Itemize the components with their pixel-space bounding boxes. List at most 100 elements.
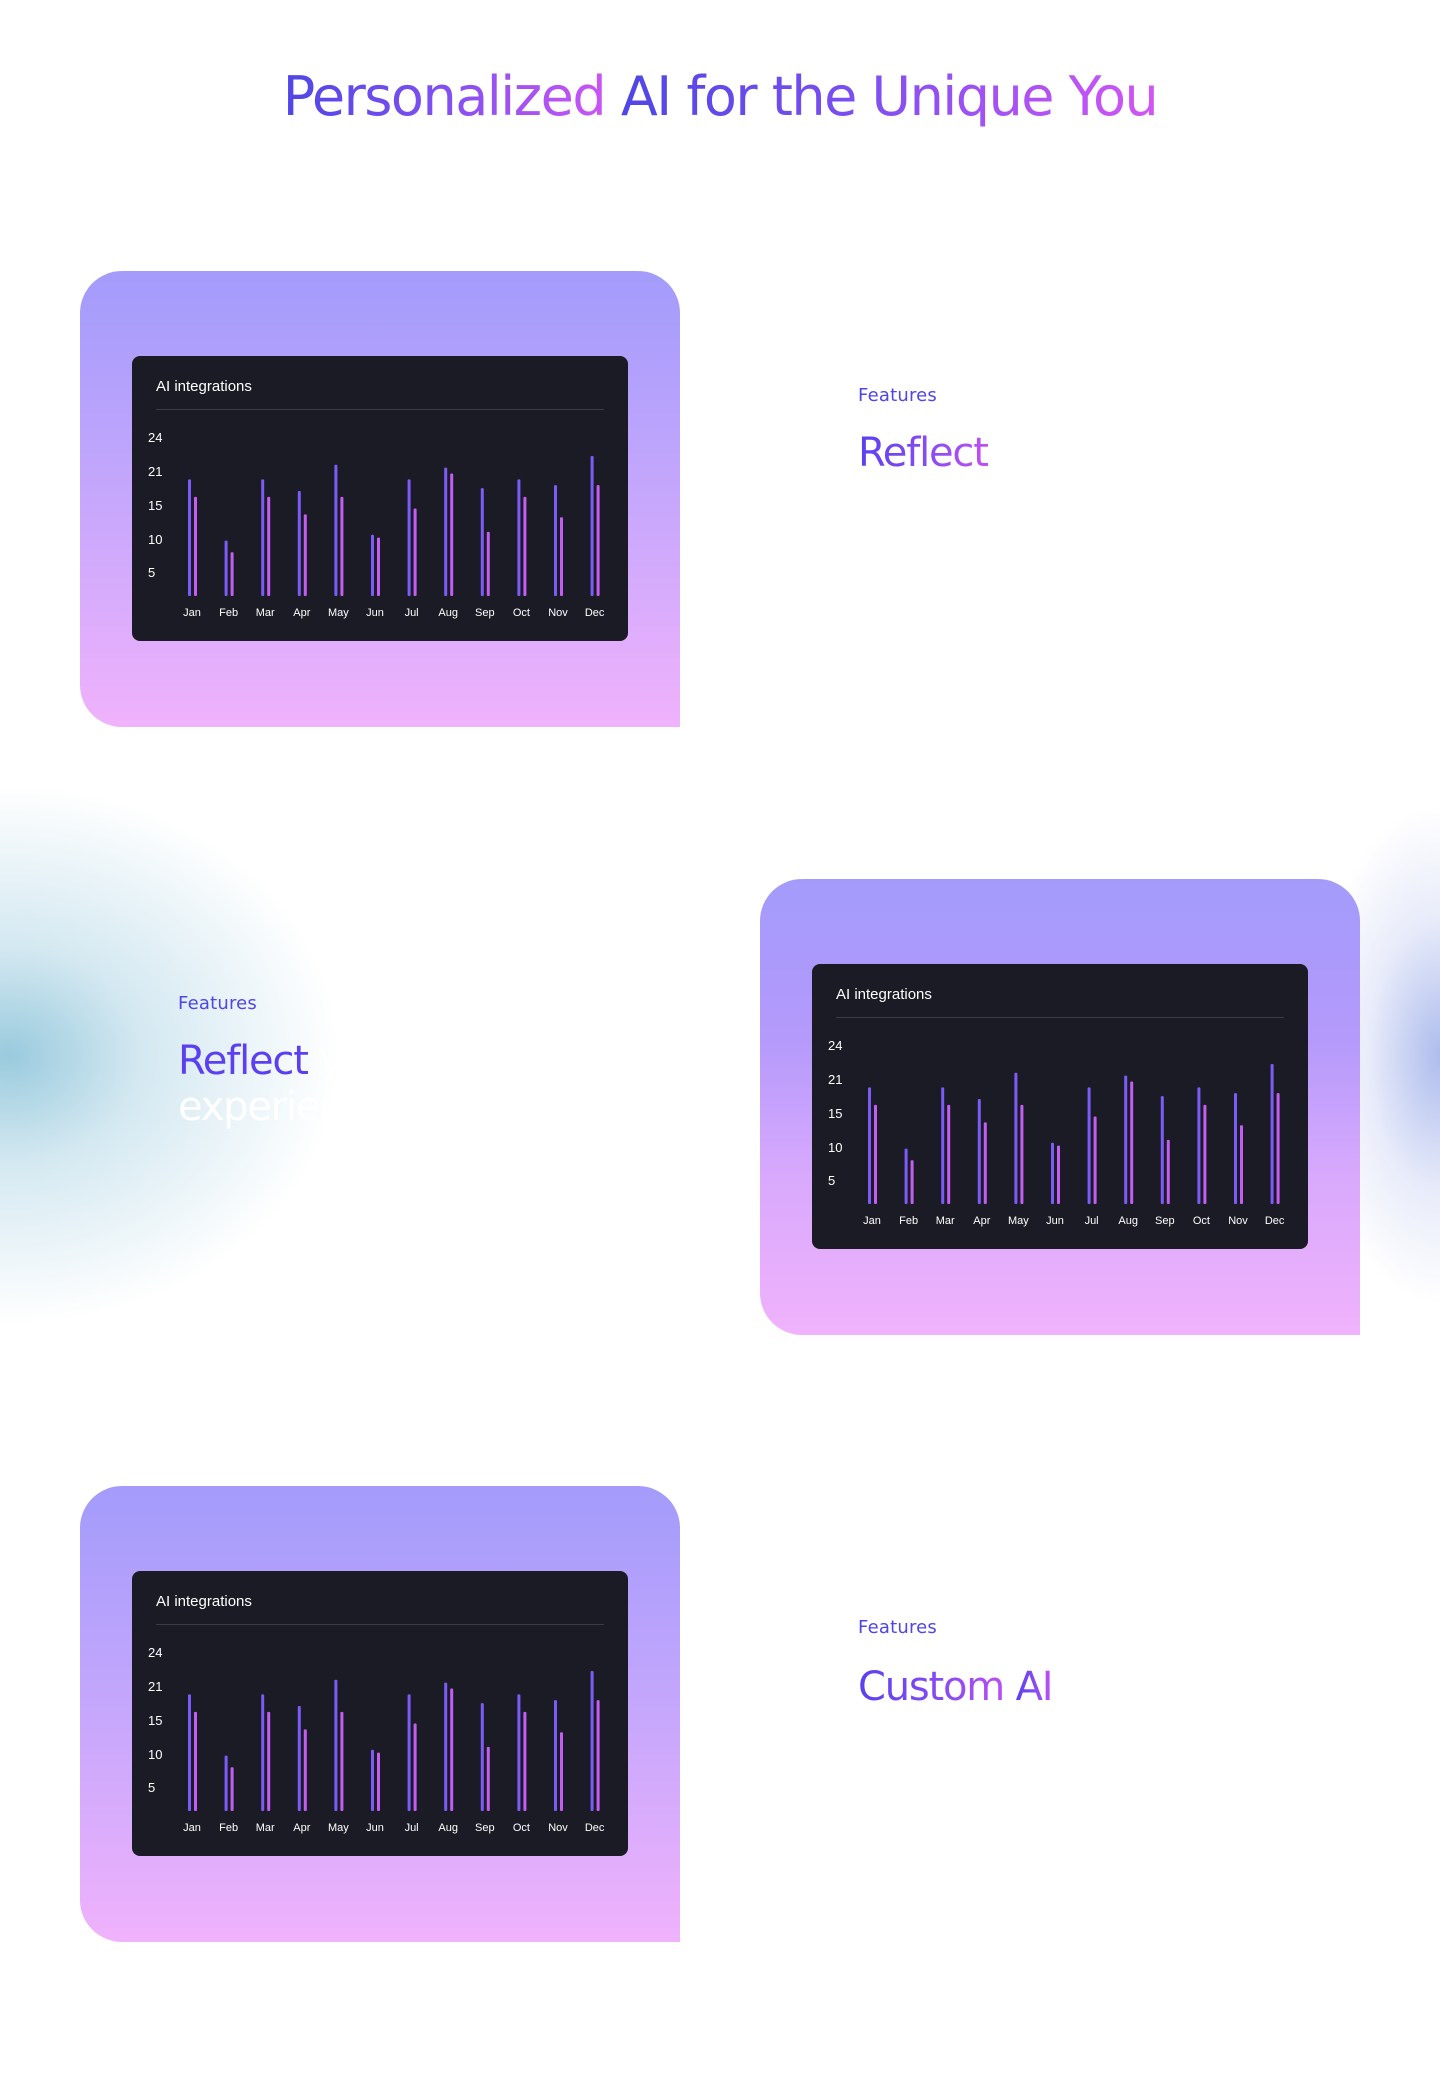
chart-bar [413, 1723, 417, 1811]
chart-bar [480, 488, 484, 596]
chart-panel: AI integrations 24 21 15 10 5 Jan Feb Mar Apr May… [132, 1571, 628, 1856]
chart-bar [560, 517, 563, 596]
y-tick-label: 10 [828, 1140, 842, 1155]
x-tick-label: Mar [256, 607, 275, 619]
bar-chart: 24 21 15 10 5 Jan Feb Mar Apr May Jun Jul Aug Sep Oct N… [148, 430, 605, 619]
x-tick-label: May [328, 607, 349, 619]
x-tick-label: Oct [513, 1822, 530, 1834]
y-tick-label: 5 [148, 1780, 155, 1795]
chart-bar [1240, 1125, 1243, 1204]
chart-bar [1166, 1139, 1170, 1204]
chart-bar [267, 496, 271, 596]
chart-bar [267, 1711, 271, 1811]
x-tick-label: Sep [1155, 1215, 1175, 1227]
x-tick-label: Jan [183, 1822, 201, 1834]
features-label: Features [858, 385, 937, 406]
chart-title: AI integrations [836, 986, 932, 1003]
y-tick-label: 24 [148, 430, 162, 445]
y-tick-label: 21 [148, 1679, 162, 1694]
chart-bar [904, 1148, 908, 1204]
chart-bar [377, 1752, 380, 1811]
feature-card-3: AI integrations 24 21 15 10 5 Jan Feb Mar Apr May… [80, 1486, 680, 1942]
features-label: Features [178, 993, 257, 1014]
x-tick-label: Jul [1085, 1215, 1099, 1227]
x-tick-label: Jun [1046, 1215, 1064, 1227]
y-tick-label: 15 [828, 1106, 842, 1121]
chart-bar [1203, 1104, 1207, 1204]
x-tick-label: May [1008, 1215, 1029, 1227]
chart-bar [224, 1755, 228, 1811]
chart-bar [188, 1694, 191, 1811]
x-tick-label: Feb [899, 1215, 918, 1227]
chart-panel: AI integrations 24 21 15 10 5 Jan Feb Mar Apr May… [812, 964, 1308, 1249]
chart-bar [868, 1087, 871, 1204]
y-tick-label: 24 [148, 1645, 162, 1660]
chart-bar [444, 1682, 448, 1811]
chart-bar [230, 1767, 234, 1811]
chart-bar [596, 1700, 600, 1811]
chart-bar [230, 552, 234, 596]
x-tick-label: Nov [1228, 1215, 1248, 1227]
chart-bar [1093, 1116, 1097, 1204]
chart-bar [340, 496, 344, 596]
chart-divider [156, 1624, 604, 1625]
x-tick-label: Jun [366, 1822, 384, 1834]
x-tick-label: Dec [1265, 1215, 1285, 1227]
x-tick-label: Aug [438, 607, 458, 619]
chart-bar [371, 1749, 374, 1811]
chart-bar [1057, 1145, 1060, 1204]
y-tick-label: 24 [828, 1038, 842, 1053]
chart-bar [486, 531, 490, 596]
chart-divider [156, 409, 604, 410]
chart-bar [261, 1694, 265, 1811]
chart-bar [1234, 1093, 1237, 1204]
chart-bar [554, 485, 557, 596]
chart-bar [407, 479, 411, 596]
y-tick-label: 21 [148, 464, 162, 479]
chart-bar [340, 1711, 344, 1811]
chart-bar [596, 485, 600, 596]
chart-bar [377, 537, 380, 596]
chart-bar [1087, 1087, 1091, 1204]
chart-bar [1160, 1096, 1164, 1204]
chart-bar [188, 479, 191, 596]
chart-bar [1276, 1093, 1280, 1204]
feature-card-2: AI integrations 24 21 15 10 5 Jan Feb Mar Apr May… [760, 879, 1360, 1335]
x-tick-label: Apr [293, 1822, 310, 1834]
feature-heading: Reflect [858, 430, 989, 476]
chart-bar [1124, 1075, 1128, 1204]
chart-bar [450, 1688, 454, 1811]
chart-bar [444, 467, 448, 596]
chart-title: AI integrations [156, 1593, 252, 1610]
bar-chart: 24 21 15 10 5 Jan Feb Mar Apr May Jun Jul Aug Sep Oct N… [148, 1645, 605, 1834]
x-tick-label: Dec [585, 607, 605, 619]
chart-bar [450, 473, 454, 596]
chart-bar [523, 496, 527, 596]
x-tick-label: Jul [405, 1822, 419, 1834]
y-tick-label: 21 [828, 1072, 842, 1087]
chart-panel: AI integrations 24 21 15 10 5 Jan Feb Mar Apr May… [132, 356, 628, 641]
y-tick-label: 15 [148, 498, 162, 513]
chart-bar [1197, 1087, 1201, 1204]
feature-heading: Custom AI [858, 1664, 1054, 1710]
chart-bar [1270, 1064, 1274, 1204]
chart-bar [977, 1099, 981, 1204]
x-tick-label: Mar [256, 1822, 275, 1834]
chart-bar [554, 1700, 557, 1811]
x-tick-label: Sep [475, 1822, 495, 1834]
chart-bar [334, 464, 338, 596]
chart-bar [983, 1122, 987, 1204]
feature-card-1: AI integrations 24 21 15 10 5 Jan Feb Mar Apr May… [80, 271, 680, 727]
chart-bar [947, 1104, 951, 1204]
y-tick-label: 5 [828, 1173, 835, 1188]
x-tick-label: Jan [863, 1215, 881, 1227]
bar-chart: 24 21 15 10 5 Jan Feb Mar Apr May Jun Jul Aug Sep Oct N… [828, 1038, 1285, 1227]
chart-bar [590, 1671, 594, 1811]
x-tick-label: Nov [548, 607, 568, 619]
y-tick-label: 5 [148, 565, 155, 580]
chart-bar [486, 1746, 490, 1811]
chart-bar [194, 1711, 197, 1811]
x-tick-label: Feb [219, 607, 238, 619]
chart-bar [874, 1104, 877, 1204]
chart-bar [371, 534, 374, 596]
